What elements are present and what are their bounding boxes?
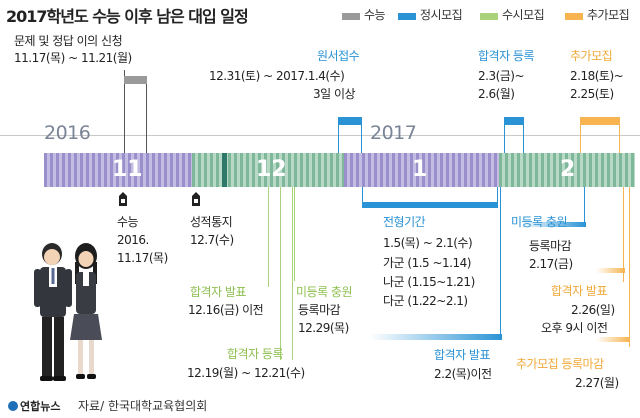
logo-text: 연합뉴스 — [20, 400, 61, 413]
appeal-line-end — [146, 76, 147, 153]
period-bar — [362, 202, 498, 208]
appeal-line — [124, 70, 125, 153]
month-label-jan: 1 — [412, 157, 428, 182]
add-reg-date: 2.27(월) — [575, 376, 619, 390]
reg-title: 합격자 등록 — [478, 49, 535, 63]
month-band-jan — [344, 153, 499, 187]
yonhap-logo: 연합뉴스 — [8, 398, 60, 414]
month-label-feb: 2 — [560, 157, 576, 182]
source-credit: 자료/ 한국대학교육협의회 — [78, 399, 208, 413]
reg-date1: 2.3(금)~ — [478, 69, 525, 83]
month-label-nov: 11 — [112, 157, 143, 182]
susi-result-date: 12.16(금) 이전 — [188, 303, 264, 317]
add-line-a — [580, 117, 581, 153]
period-title: 전형기간 — [383, 215, 426, 229]
add-reg-bar — [596, 337, 630, 342]
appeal-date: 11.17(목) ~ 11.21(월) — [14, 51, 132, 65]
susi-vacancy-date: 12.29(목) — [298, 321, 349, 335]
period-da: 다군 (1.22~2.1) — [383, 294, 468, 308]
vacancy-line — [584, 187, 585, 225]
reg-bar — [504, 117, 524, 125]
apply-note: 3일 이상 — [313, 87, 356, 101]
susi-vacancy-line — [294, 187, 295, 281]
score-date: 12.7(수) — [190, 233, 234, 247]
appeal-bar — [124, 76, 147, 84]
add-line-b — [619, 117, 620, 153]
add-date2: 2.25(토) — [570, 87, 614, 101]
month-label-dec: 12 — [256, 157, 287, 182]
susi-result-title: 합격자 발표 — [190, 285, 247, 299]
year-label-2017: 2017 — [370, 122, 417, 144]
legend-label-jeongsi: 정시모집 — [420, 8, 463, 22]
susi-reg-line-b — [292, 187, 293, 360]
period-na: 나군 (1.15~1.21) — [383, 275, 475, 289]
timeline-top-line — [0, 135, 640, 136]
month-band-nov — [44, 153, 192, 187]
logo-mark-icon — [8, 401, 18, 411]
jeongsi-result-line — [500, 187, 501, 337]
legend-swatch-susi — [480, 13, 498, 20]
reg-line-b — [523, 117, 524, 153]
exam-title: 수능 — [117, 215, 139, 229]
add-reg-line — [629, 187, 630, 347]
reg-line-a — [504, 117, 505, 153]
jeongsi-result-bar — [370, 334, 502, 340]
legend-swatch-jeongsi — [398, 13, 416, 20]
apply-title: 원서접수 — [317, 49, 360, 63]
apply-line-b — [361, 117, 362, 153]
legend-label-susi: 수시모집 — [502, 8, 545, 22]
period-all: 1.5(목) ~ 2.1(수) — [383, 236, 473, 250]
susi-reg-date: 12.19(월) ~ 12.21(수) — [187, 366, 305, 380]
add-result-date1: 2.26(일) — [571, 303, 615, 317]
apply-date: 12.31(토) ~ 2017.1.4(수) — [209, 69, 345, 83]
apply-bar — [338, 117, 362, 125]
vacancy-deadline-label: 등록마감 — [529, 239, 572, 253]
add-title: 추가모집 — [570, 49, 613, 63]
add-result-title: 합격자 발표 — [551, 284, 608, 298]
legend-swatch-add — [565, 13, 583, 20]
susi-reg-title: 합격자 등록 — [227, 347, 284, 361]
add-result-line — [623, 187, 624, 282]
jeongsi-result-date: 2.2(목)이전 — [434, 367, 492, 381]
year-label-2016: 2016 — [44, 122, 91, 144]
exam-date1: 2016. — [117, 233, 149, 247]
susi-reg-line-a — [280, 187, 281, 360]
reg-date2: 2.6(월) — [478, 87, 515, 101]
period-line-a — [362, 187, 363, 205]
vacancy-bar — [520, 222, 586, 227]
jeongsi-result-title: 합격자 발표 — [434, 348, 491, 362]
score-title: 성적통지 — [190, 215, 233, 229]
susi-vacancy-label: 등록마감 — [298, 303, 341, 317]
month-band-dec — [192, 153, 344, 187]
susi-vacancy-title: 미등록 충원 — [296, 285, 353, 299]
exam-pin-icon — [119, 192, 127, 206]
apply-line-a — [338, 117, 339, 153]
students-illustration — [34, 243, 102, 381]
exam-date2: 11.17(목) — [117, 251, 168, 265]
legend-label-add: 추가모집 — [587, 8, 630, 22]
susi-result-line — [268, 187, 269, 287]
add-result-date2: 오후 9시 이전 — [541, 321, 608, 335]
month-band-feb — [499, 153, 635, 187]
add-bar — [580, 117, 620, 125]
period-line-b — [497, 187, 498, 205]
score-marker — [222, 153, 227, 187]
score-pin-icon — [192, 192, 200, 206]
vacancy-title: 미등록 충원 — [511, 215, 568, 229]
page-title: 2017학년도 수능 이후 남은 대입 일정 — [6, 7, 249, 26]
add-date1: 2.18(토)~ — [570, 69, 624, 83]
appeal-title: 문제 및 정답 이의 신청 — [14, 34, 123, 48]
vacancy-deadline-date: 2.17(금) — [529, 257, 573, 271]
add-reg-title: 추가모집 등록마감 — [516, 357, 604, 371]
period-ga: 가군 (1.5 ~1.14) — [383, 256, 471, 270]
legend-label-exam: 수능 — [364, 8, 386, 22]
add-result-bar — [596, 268, 625, 273]
legend-swatch-exam — [342, 13, 360, 20]
